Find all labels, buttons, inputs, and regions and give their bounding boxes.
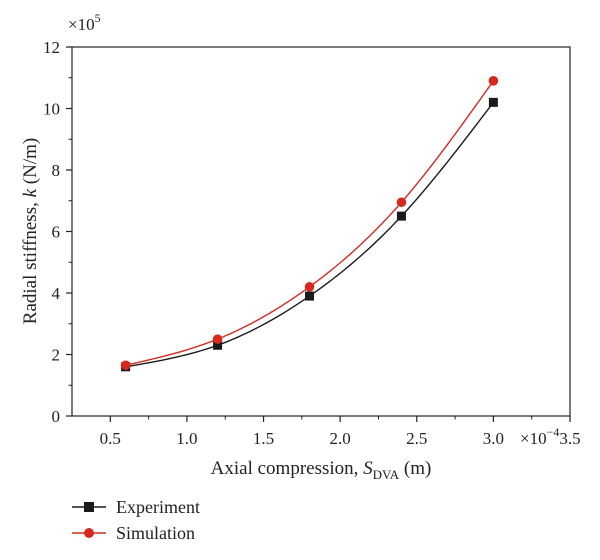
data-point-experiment	[305, 291, 315, 301]
y-tick-label: 0	[52, 407, 61, 426]
legend-marker-experiment	[84, 502, 94, 512]
y-axis-title: Radial stiffness, k (N/m)	[20, 138, 41, 324]
legend: Experiment Simulation	[72, 497, 200, 543]
x-axis-multiplier: ×10−4	[520, 425, 559, 448]
data-point-simulation	[304, 282, 315, 292]
y-tick-label: 4	[52, 284, 61, 303]
data-markers	[120, 76, 499, 372]
x-axis-title: Axial compression, SDVA (m)	[211, 458, 432, 482]
y-tick-label: 12	[43, 38, 60, 57]
plot-area: 0.5 1.0 1.5 2.0 2.5 3.0 3.5 0 2 4 6 8 10 12	[43, 38, 581, 448]
x-tick-label: 1.0	[176, 429, 197, 448]
y-tick-label: 8	[52, 161, 61, 180]
legend-label-experiment: Experiment	[116, 497, 200, 517]
legend-item-experiment: Experiment	[72, 497, 200, 517]
x-tick-label: 1.5	[253, 429, 274, 448]
data-point-simulation	[120, 360, 131, 371]
series-line-simulation	[125, 80, 494, 366]
legend-item-simulation: Simulation	[72, 523, 195, 543]
data-point-experiment	[396, 211, 406, 221]
y-axis: 0 2 4 6 8 10 12	[43, 38, 72, 426]
x-axis: 0.5 1.0 1.5 2.0 2.5 3.0 3.5	[100, 416, 581, 448]
data-point-simulation	[396, 197, 407, 208]
data-point-simulation	[212, 334, 223, 344]
legend-label-simulation: Simulation	[116, 523, 195, 543]
fit-curves	[125, 80, 494, 368]
x-tick-label: 2.0	[330, 429, 351, 448]
legend-marker-simulation	[84, 528, 94, 538]
data-point-simulation	[488, 76, 499, 86]
data-point-experiment	[488, 97, 498, 107]
y-axis-multiplier: ×105	[68, 11, 101, 34]
series-line-experiment	[125, 101, 494, 368]
y-tick-label: 6	[52, 223, 61, 242]
y-tick-label: 10	[43, 100, 60, 119]
x-tick-label: 3.0	[483, 429, 504, 448]
x-tick-label: 3.5	[559, 429, 580, 448]
y-tick-label: 2	[52, 346, 61, 365]
x-tick-label: 2.5	[406, 429, 427, 448]
x-tick-label: 0.5	[100, 429, 121, 448]
data-point-experiment	[213, 340, 223, 350]
